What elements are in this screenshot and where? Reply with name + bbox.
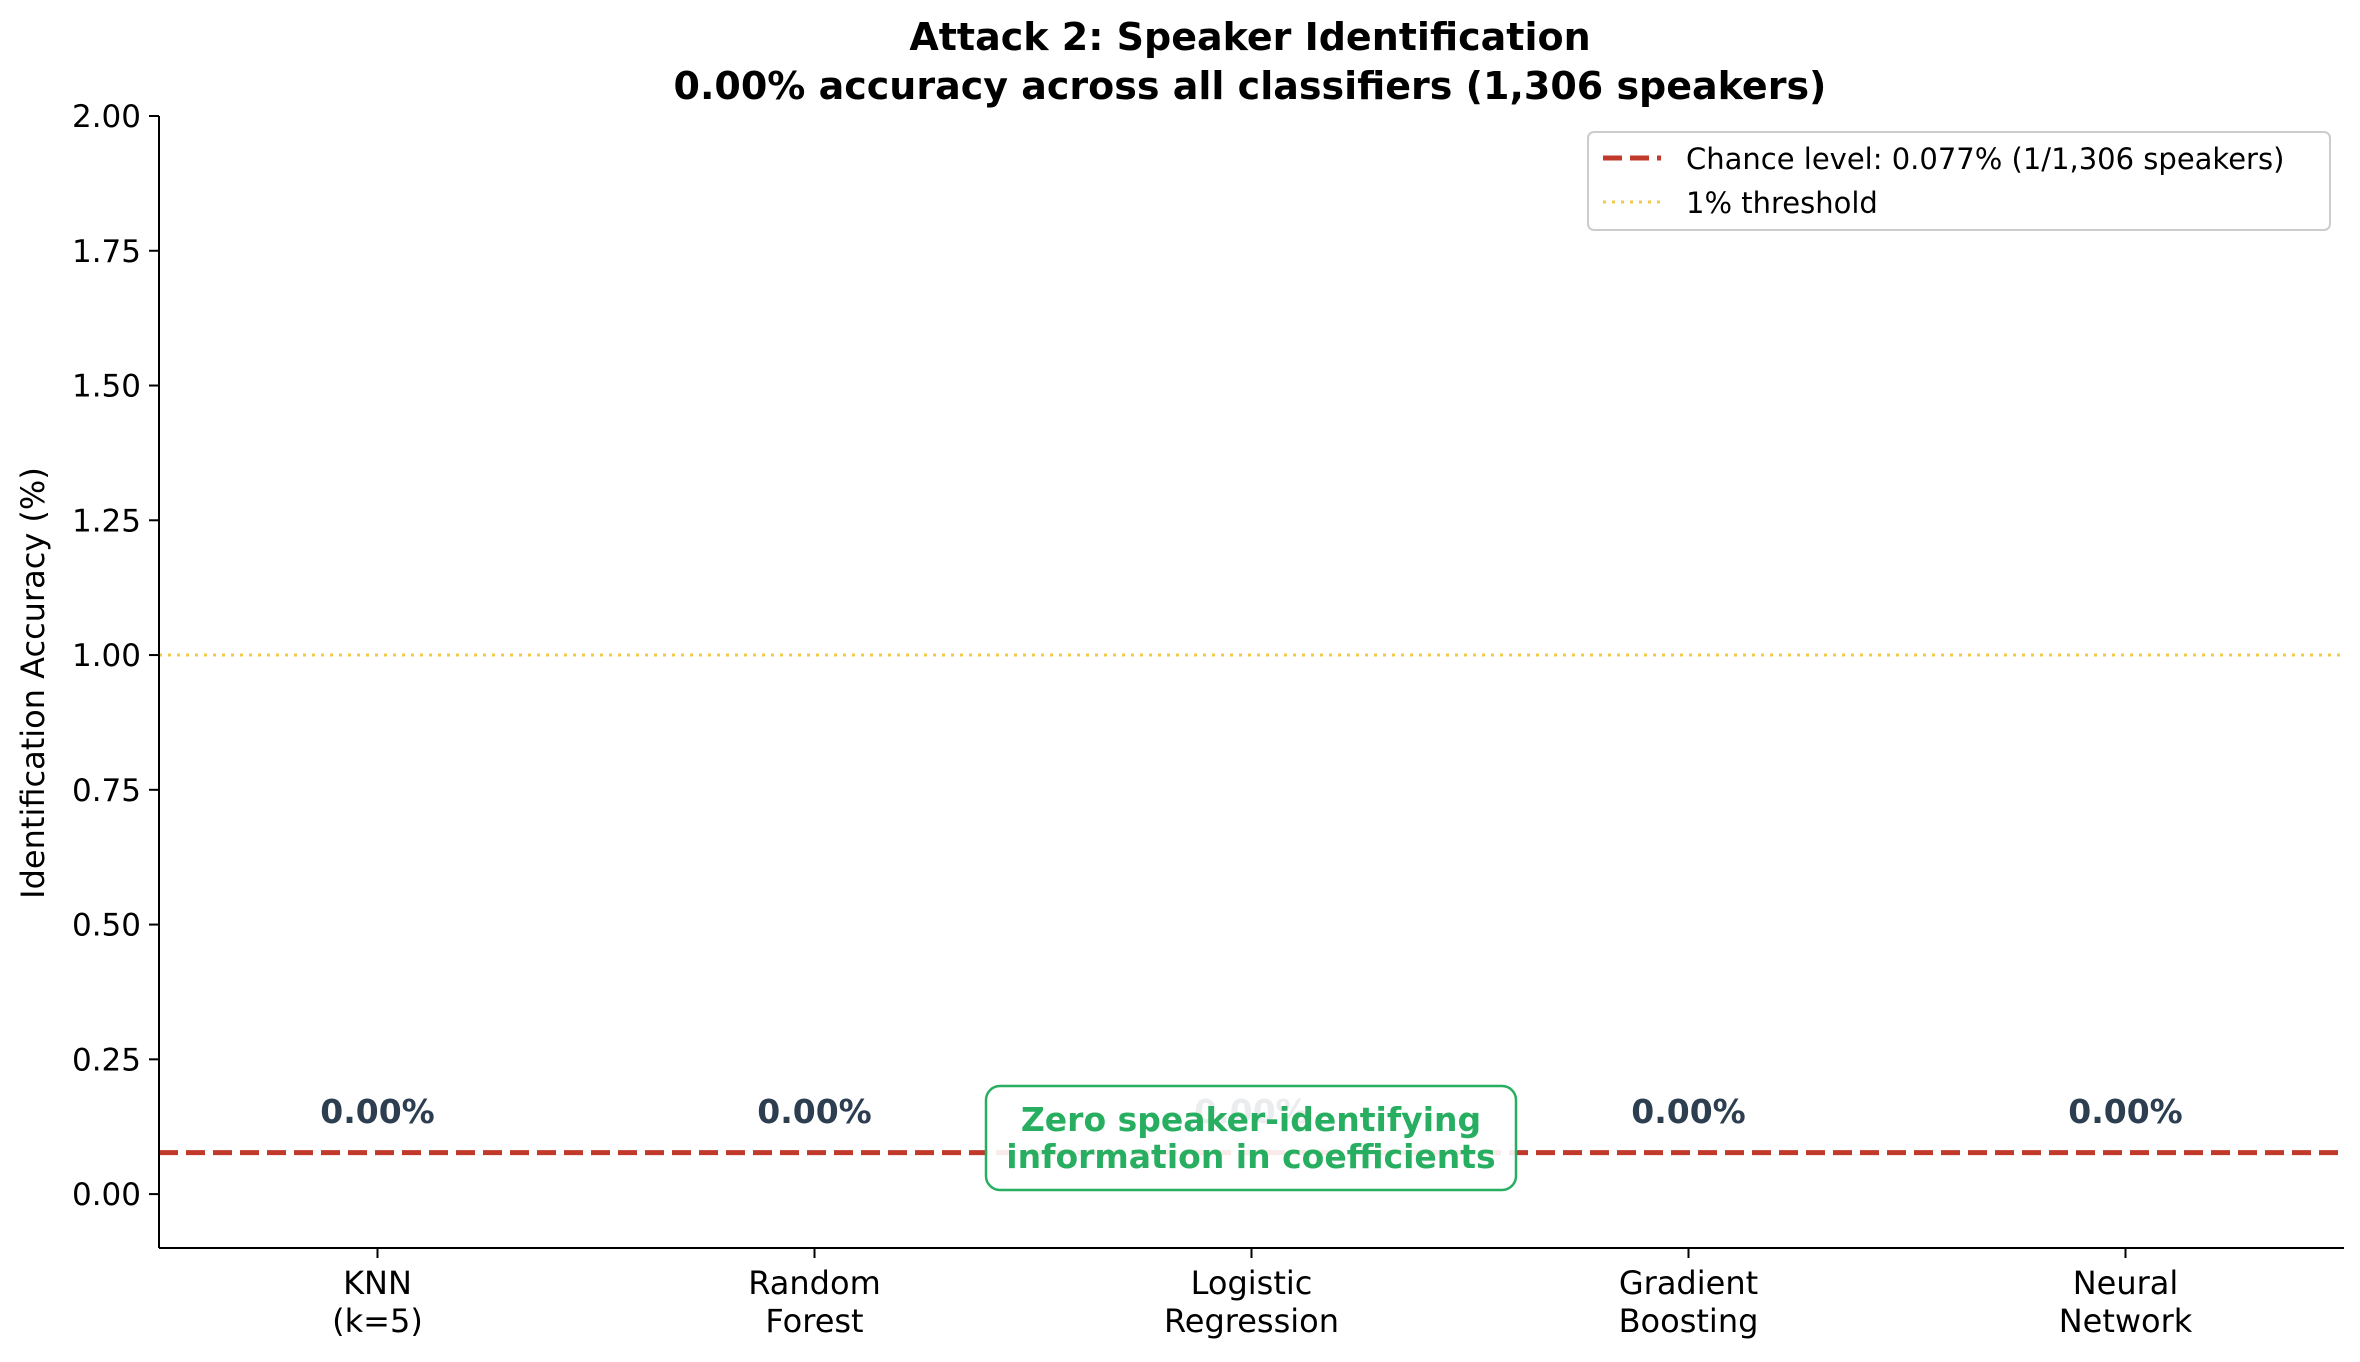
x-tick-label-line2: Network (2059, 1302, 2193, 1340)
y-tick-label: 1.75 (72, 234, 141, 270)
x-tick-label-line1: Logistic (1191, 1264, 1313, 1302)
x-tick-label-line2: (k=5) (332, 1302, 423, 1340)
data-label: 0.00% (2068, 1092, 2183, 1131)
y-tick-label: 1.50 (72, 369, 141, 405)
x-tick-label-line1: Gradient (1619, 1264, 1758, 1302)
y-tick-label: 1.25 (72, 503, 141, 539)
data-label: 0.00% (320, 1092, 435, 1131)
annotation-text-line2: information in coefficients (1006, 1137, 1495, 1176)
x-tick-label-line1: Neural (2073, 1264, 2179, 1302)
x-tick-label-line2: Boosting (1619, 1302, 1759, 1340)
chart-title-line2: 0.00% accuracy across all classifiers (1… (674, 64, 1827, 108)
x-tick-label-line2: Forest (765, 1302, 863, 1340)
data-label: 0.00% (1631, 1092, 1746, 1131)
y-tick-label: 0.25 (72, 1042, 141, 1078)
y-axis-label: Identification Accuracy (%) (14, 467, 52, 899)
y-tick-label: 1.00 (72, 638, 141, 674)
legend-label-chance-level: Chance level: 0.077% (1/1,306 speakers) (1686, 142, 2284, 176)
y-tick-label: 2.00 (72, 99, 141, 135)
x-tick-label-line2: Regression (1164, 1302, 1339, 1340)
legend-box (1587, 131, 2331, 231)
annotation: Zero speaker-identifying information in … (984, 1084, 1518, 1192)
x-tick-label-line1: KNN (343, 1264, 412, 1302)
annotation-box (984, 1084, 1518, 1192)
legend-label-threshold: 1% threshold (1686, 186, 1878, 220)
chart-title-line1: Attack 2: Speaker Identification (909, 15, 1590, 59)
y-tick-label: 0.00 (72, 1177, 141, 1213)
y-ticks: 0.00 0.25 0.50 0.75 1.00 1.25 1.50 1.75 2.00 (72, 99, 159, 1213)
y-tick-label: 0.75 (72, 773, 141, 809)
x-tick-label-line1: Random (748, 1264, 880, 1302)
y-tick-label: 0.50 (72, 908, 141, 944)
annotation-text-line1: Zero speaker-identifying (1021, 1100, 1481, 1139)
legend: Chance level: 0.077% (1/1,306 speakers) … (1587, 131, 2331, 231)
data-label: 0.00% (757, 1092, 872, 1131)
